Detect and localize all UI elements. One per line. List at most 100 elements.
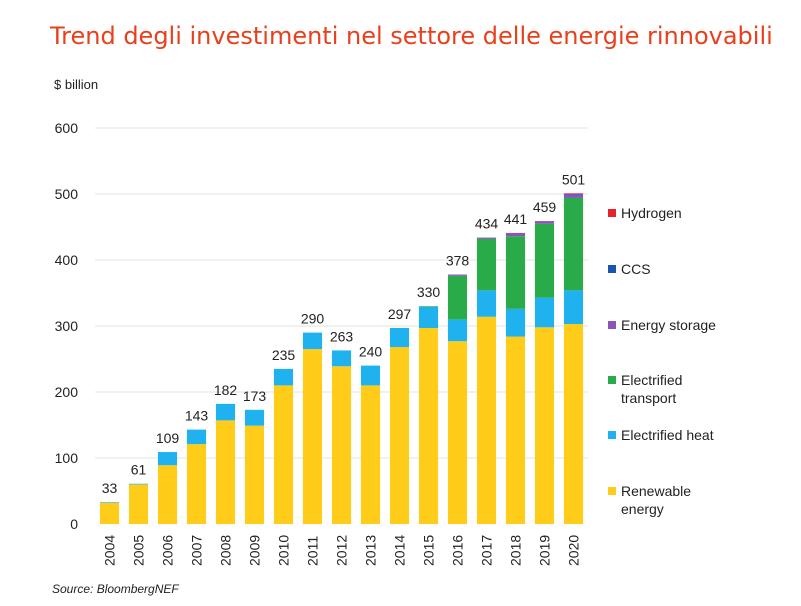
bar-segment-renewable-energy [215,420,236,524]
total-labels: 33 61 109 143 182 173 235 290 263 240 297 330 378 434… [102,171,586,496]
bars [99,193,584,524]
legend-swatch [608,209,616,217]
legend-swatch [608,321,616,329]
bar-segment-renewable-energy [273,385,294,524]
x-tick-label: 2018 [508,535,524,566]
total-label: 263 [330,328,354,344]
x-axis: 2004 2005 2006 2007 2008 2009 2010 2011 2012 2013… [102,535,582,566]
legend-label: Hydrogen [621,205,682,221]
bar-segment-renewable-energy [447,341,468,524]
y-axis: 0 100 200 300 400 500 600 [55,120,79,532]
x-tick-label: 2019 [537,535,553,566]
x-tick-label: 2009 [247,535,263,566]
bar-segment-renewable-energy [157,465,178,524]
legend-label: Energy storage [621,317,716,333]
bar-segment-renewable-energy [476,316,497,524]
x-tick-label: 2004 [102,535,118,566]
bar-segment-electrified-heat [534,297,555,328]
x-tick-label: 2020 [566,535,582,566]
legend: Hydrogen CCS Energy storage Electrified tran… [608,205,716,517]
total-label: 173 [243,388,267,404]
bar-segment-electrified-heat [476,290,497,317]
total-label: 109 [156,430,180,446]
bar-segment-renewable-energy [389,347,410,524]
bar-segment-electrified-heat [331,350,352,367]
x-tick-label: 2017 [479,535,495,566]
bar-segment-energy-storage [447,274,468,276]
bar-segment-energy-storage [505,232,526,237]
y-tick-label: 500 [55,186,79,202]
legend-swatch [608,265,616,273]
legend-label: Electrified [621,372,682,388]
total-label: 290 [301,311,325,327]
legend-swatch [608,376,616,384]
bar-segment-renewable-energy [244,425,265,524]
bar-segment-electrified-heat [389,327,410,348]
x-tick-label: 2005 [131,535,147,566]
bar-segment-renewable-energy [505,336,526,524]
total-label: 235 [272,347,296,363]
bar-segment-renewable-energy [128,484,149,524]
bar-segment-electrified-transport [505,236,526,309]
total-label: 434 [475,216,499,232]
total-label: 459 [533,199,557,215]
y-axis-label: $ billion [54,77,98,92]
x-tick-label: 2008 [218,535,234,566]
x-tick-label: 2016 [450,535,466,566]
legend-label: Electrified heat [621,427,714,443]
legend-swatch [608,431,616,439]
total-label: 501 [562,171,586,187]
bar-segment-renewable-energy [99,502,120,524]
y-tick-label: 600 [55,120,79,136]
bar-segment-electrified-heat [244,409,265,426]
x-tick-label: 2007 [189,535,205,566]
total-label: 297 [388,306,412,322]
bar-segment-renewable-energy [302,349,323,524]
total-label: 441 [504,211,528,227]
total-label: 61 [131,462,147,478]
y-tick-label: 300 [55,318,79,334]
bar-segment-electrified-heat [447,319,468,342]
x-tick-label: 2010 [276,535,292,566]
legend-label: CCS [621,261,651,277]
bar-segment-energy-storage [563,194,584,198]
bar-segment-energy-storage [534,221,555,224]
bar-segment-electrified-transport [534,223,555,298]
bar-segment-energy-storage [476,237,497,239]
x-tick-label: 2012 [334,535,350,566]
total-label: 33 [102,480,118,496]
bar-segment-electrified-transport [563,197,584,291]
total-label: 240 [359,344,383,360]
y-tick-label: 200 [55,384,79,400]
bar-segment-renewable-energy [186,444,207,524]
legend-label: transport [621,390,676,406]
x-tick-label: 2014 [392,535,408,566]
bar-segment-renewable-energy [534,327,555,524]
total-label: 182 [214,382,238,398]
bar-segment-electrified-heat [505,308,526,337]
bar-segment-renewable-energy [418,327,439,524]
bar-segment-electrified-heat [157,452,178,466]
bar-segment-electrified-transport [447,275,468,320]
total-label: 330 [417,284,441,300]
bar-segment-electrified-heat [186,429,207,445]
x-tick-label: 2011 [305,536,321,566]
bar-segment-electrified-heat [563,290,584,325]
bar-segment-electrified-transport [418,306,439,307]
bar-segment-electrified-heat [128,483,149,485]
legend-label: Renewable [621,483,691,499]
x-tick-label: 2015 [421,535,437,566]
bar-segment-electrified-heat [418,306,439,328]
source-note: Source: BloombergNEF [52,582,179,596]
bar-segment-ccs [563,194,584,195]
y-tick-label: 100 [55,450,79,466]
legend-label: energy [621,501,664,517]
total-label: 378 [446,253,470,269]
legend-swatch [608,487,616,495]
y-tick-label: 0 [70,516,78,532]
bar-segment-renewable-energy [360,385,381,524]
bar-segment-electrified-heat [215,403,236,421]
y-tick-label: 400 [55,252,79,268]
